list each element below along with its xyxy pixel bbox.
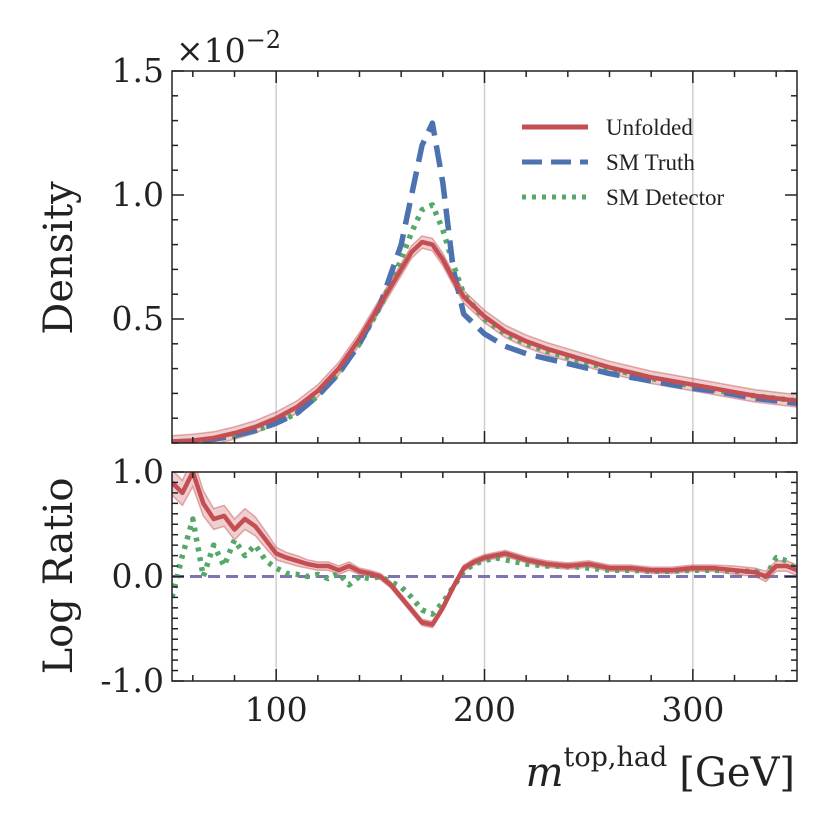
- bottom-band-unfolded: [172, 472, 797, 629]
- bottom-series-marks: [172, 472, 797, 629]
- top-y-axis-label: Density: [36, 181, 82, 335]
- bottom-y-tick-label: 0.0: [112, 557, 164, 596]
- legend-label-sm-truth: SM Truth: [606, 150, 695, 175]
- top-y-tick-label: 0.5: [112, 299, 164, 338]
- top-grid: [275, 71, 694, 443]
- top-axes: 0.5 1.0 1.5: [112, 51, 798, 444]
- bottom-x-tick-label: 200: [453, 690, 516, 729]
- legend: Unfolded SM Truth SM Detector: [522, 115, 725, 210]
- x-axis-label-unit: [GeV]: [679, 750, 795, 796]
- bottom-x-tick-label: 300: [661, 690, 724, 729]
- x-axis-label: mtop,had [GeV]: [526, 742, 795, 796]
- top-series-marks: [172, 120, 797, 443]
- bottom-y-tick-label: 1.0: [112, 452, 164, 491]
- top-y-tick-label: 1.5: [112, 51, 164, 90]
- y-multiplier-exponent: −2: [246, 26, 281, 54]
- bottom-x-tick-label: 100: [245, 690, 308, 729]
- y-multiplier: ×10−2: [176, 26, 281, 70]
- bottom-y-tick-label: -1.0: [100, 661, 164, 700]
- legend-label-unfolded: Unfolded: [606, 115, 693, 140]
- bottom-y-axis-label: Log Ratio: [36, 478, 82, 675]
- x-axis-label-var: m: [526, 750, 564, 796]
- bottom-line-sm-detector: [172, 516, 797, 617]
- bottom-axes: -1.0 0.0 1.0 100 200 300: [100, 452, 798, 729]
- top-line-unfolded: [172, 239, 797, 443]
- y-multiplier-base: ×10: [176, 31, 246, 70]
- top-y-tick-label: 1.0: [112, 175, 164, 214]
- bottom-line-unfolded: [172, 472, 797, 627]
- legend-label-sm-detector: SM Detector: [606, 185, 725, 210]
- x-axis-label-sup: top,had: [564, 742, 668, 773]
